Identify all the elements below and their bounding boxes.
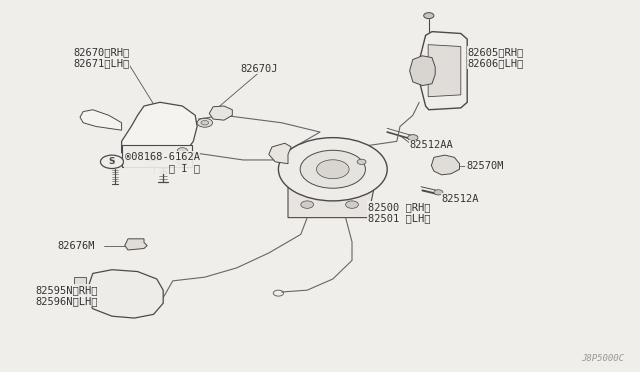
Text: J8P5000C: J8P5000C — [581, 354, 624, 363]
Text: ®08168-6162A
       （ I ）: ®08168-6162A （ I ） — [125, 152, 200, 173]
Circle shape — [197, 118, 212, 127]
Text: 82595N〈RH〉
82596N〈LH〉: 82595N〈RH〉 82596N〈LH〉 — [35, 285, 98, 307]
Circle shape — [177, 148, 188, 154]
Circle shape — [357, 159, 366, 164]
Circle shape — [317, 160, 349, 179]
Text: 82670〈RH〉
82671〈LH〉: 82670〈RH〉 82671〈LH〉 — [74, 47, 130, 68]
Circle shape — [434, 190, 443, 195]
Circle shape — [278, 138, 387, 201]
Polygon shape — [80, 110, 122, 130]
Text: S: S — [109, 157, 115, 166]
Circle shape — [346, 201, 358, 208]
Circle shape — [300, 150, 365, 188]
Circle shape — [301, 201, 314, 208]
Polygon shape — [74, 277, 86, 285]
Circle shape — [177, 159, 188, 165]
Polygon shape — [420, 32, 467, 110]
Polygon shape — [86, 270, 163, 318]
Circle shape — [100, 155, 124, 169]
Text: 82570M: 82570M — [466, 161, 504, 170]
Circle shape — [146, 152, 161, 161]
Polygon shape — [410, 56, 435, 86]
Polygon shape — [431, 155, 460, 175]
Polygon shape — [74, 298, 86, 305]
Polygon shape — [209, 106, 232, 120]
Text: 82512A: 82512A — [442, 194, 479, 203]
Polygon shape — [428, 45, 461, 97]
Polygon shape — [269, 143, 291, 164]
Text: 82500 〈RH〉
82501 〈LH〉: 82500 〈RH〉 82501 〈LH〉 — [368, 202, 431, 224]
Polygon shape — [125, 239, 147, 250]
Polygon shape — [122, 102, 197, 166]
Text: 82670J: 82670J — [240, 64, 278, 74]
Circle shape — [424, 13, 434, 19]
Polygon shape — [122, 145, 192, 167]
Text: 82676M: 82676M — [58, 241, 95, 250]
Text: 82512AA: 82512AA — [410, 140, 453, 150]
Text: 82605〈RH〉
82606〈LH〉: 82605〈RH〉 82606〈LH〉 — [467, 47, 524, 68]
Circle shape — [201, 121, 209, 125]
Polygon shape — [288, 154, 381, 218]
Circle shape — [408, 135, 418, 141]
